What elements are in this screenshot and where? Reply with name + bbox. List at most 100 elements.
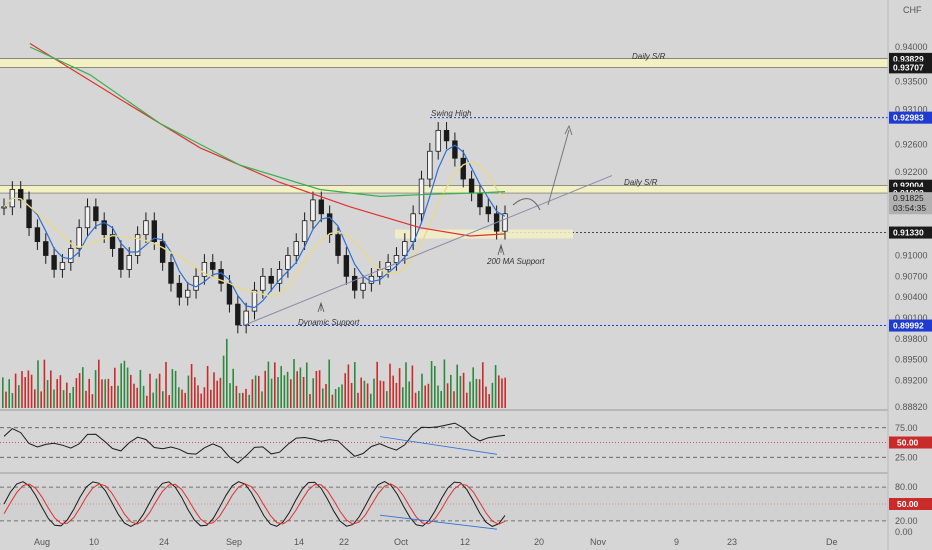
volume-bar: [437, 385, 439, 408]
time-tick-label[interactable]: 12: [460, 537, 470, 547]
time-tick-label[interactable]: 9: [674, 537, 679, 547]
time-tick-label[interactable]: 23: [727, 537, 737, 547]
rsi-value-label: 50.00: [897, 438, 919, 448]
time-tick-label[interactable]: 22: [339, 537, 349, 547]
candle-body: [402, 241, 408, 256]
volume-bar: [229, 383, 231, 408]
volume-bar: [251, 379, 254, 408]
candle-body: [143, 220, 149, 236]
time-tick-label[interactable]: Nov: [590, 537, 607, 547]
volume-bar: [149, 373, 151, 408]
volume-bar: [453, 391, 455, 408]
volume-bar: [123, 360, 126, 408]
volume-bar: [69, 392, 71, 408]
volume-bar: [162, 391, 164, 408]
candle-body: [109, 234, 116, 249]
candle-body: [185, 289, 191, 298]
volume-bar: [248, 394, 250, 408]
volume-bar: [88, 378, 90, 408]
price-axis[interactable]: 0.940000.935000.931000.926000.922000.919…: [887, 0, 932, 550]
candle-body: [393, 255, 400, 263]
time-tick-label[interactable]: 10: [89, 537, 99, 547]
price-tag-label: 0.92983: [893, 113, 924, 123]
volume-bar: [280, 366, 282, 408]
time-tick-label[interactable]: Sep: [226, 537, 242, 547]
volume-bar: [165, 361, 167, 408]
volume-bar: [408, 381, 410, 408]
volume-bar: [357, 392, 359, 408]
volume-bar: [114, 367, 116, 408]
time-tick-label[interactable]: Oct: [394, 537, 409, 547]
time-tick-label[interactable]: De: [826, 537, 838, 547]
volume-bar: [485, 386, 487, 408]
volume-bar: [350, 382, 353, 408]
annotation-200ma-support: 200 MA Support: [486, 257, 545, 266]
time-tick-label[interactable]: 24: [159, 537, 169, 547]
volume-bar: [466, 392, 468, 408]
volume-bar: [392, 375, 394, 408]
stoch-value-tag: [889, 498, 932, 510]
volume-bar: [414, 392, 417, 408]
price-tick-label: 0.89800: [895, 334, 928, 344]
price-pane[interactable]: [0, 42, 888, 474]
volume-bar: [59, 375, 62, 408]
volume-bar: [443, 359, 446, 408]
volume-bar: [418, 390, 420, 408]
volume-bar: [498, 375, 500, 408]
volume-bar: [197, 385, 199, 408]
candle-body: [502, 213, 508, 232]
candle-body: [418, 178, 425, 215]
candle-body: [93, 206, 99, 222]
volume-bar: [440, 390, 442, 408]
ma-200-red-line: [29, 42, 506, 237]
candle-body: [134, 234, 141, 256]
volume-bar: [142, 385, 145, 408]
volume-bar: [107, 378, 110, 408]
time-tick-label[interactable]: 14: [294, 537, 304, 547]
volume-bar: [11, 393, 14, 408]
candle-body: [326, 213, 333, 236]
volume-bar: [472, 367, 474, 408]
volume-bar: [158, 373, 161, 408]
rsi-tick-label: 25.00: [895, 452, 918, 462]
time-tick-label[interactable]: Aug: [34, 537, 50, 547]
time-tick-label[interactable]: 20: [534, 537, 544, 547]
candle-body: [59, 262, 66, 270]
dynamic-support-arrow: [317, 301, 325, 313]
rsi-line: [3, 422, 506, 464]
volume-bar: [184, 392, 186, 408]
volume-bar: [309, 394, 311, 408]
projection-arrowhead: [564, 124, 573, 136]
volume-bar: [30, 374, 33, 408]
volume-bar: [18, 385, 20, 408]
volume-bar: [482, 362, 484, 408]
price-tag-label: 03:54:35: [893, 203, 926, 213]
volume-bar: [152, 392, 154, 408]
volume-bar: [139, 369, 142, 408]
volume-bar: [117, 385, 119, 408]
volume-bar: [101, 379, 103, 408]
volume-bar: [306, 362, 308, 408]
volume-bar: [24, 377, 26, 408]
volume-bar: [267, 361, 270, 408]
candle-body: [1, 206, 7, 209]
volume-bar: [421, 373, 423, 408]
volume-bar: [242, 392, 244, 408]
candle-body: [335, 234, 341, 256]
time-axis[interactable]: Aug 10 24 Sep 14 22 Oct 12 20 Nov 9 23 De: [34, 537, 838, 547]
stoch-d-line: [3, 483, 506, 525]
candle-body: [435, 129, 441, 152]
volume-bar: [427, 383, 430, 408]
volume-bar: [232, 368, 234, 408]
volume-bar: [46, 380, 49, 408]
candle-body: [443, 129, 450, 142]
price-tag-label: 0.93707: [893, 62, 924, 72]
candle-body: [360, 282, 366, 291]
candle-body: [126, 255, 132, 270]
candle-body: [268, 275, 274, 284]
volume-bar: [130, 374, 132, 408]
candle-body: [477, 192, 483, 208]
